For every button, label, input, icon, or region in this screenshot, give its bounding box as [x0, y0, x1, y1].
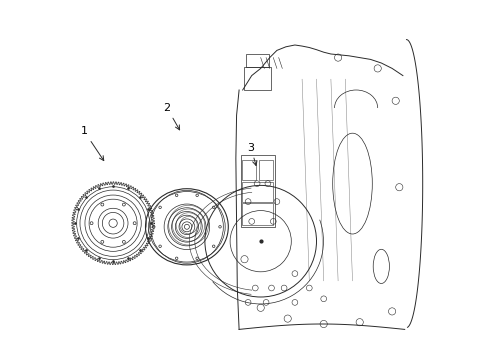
Bar	[258, 160, 273, 180]
Text: 1: 1	[81, 126, 103, 161]
Bar	[242, 160, 256, 180]
Text: 2: 2	[163, 103, 179, 130]
Bar	[242, 182, 273, 202]
Bar	[245, 54, 268, 67]
Bar	[241, 155, 275, 227]
Text: 3: 3	[247, 143, 257, 166]
Bar	[242, 203, 273, 225]
Bar	[244, 67, 270, 90]
